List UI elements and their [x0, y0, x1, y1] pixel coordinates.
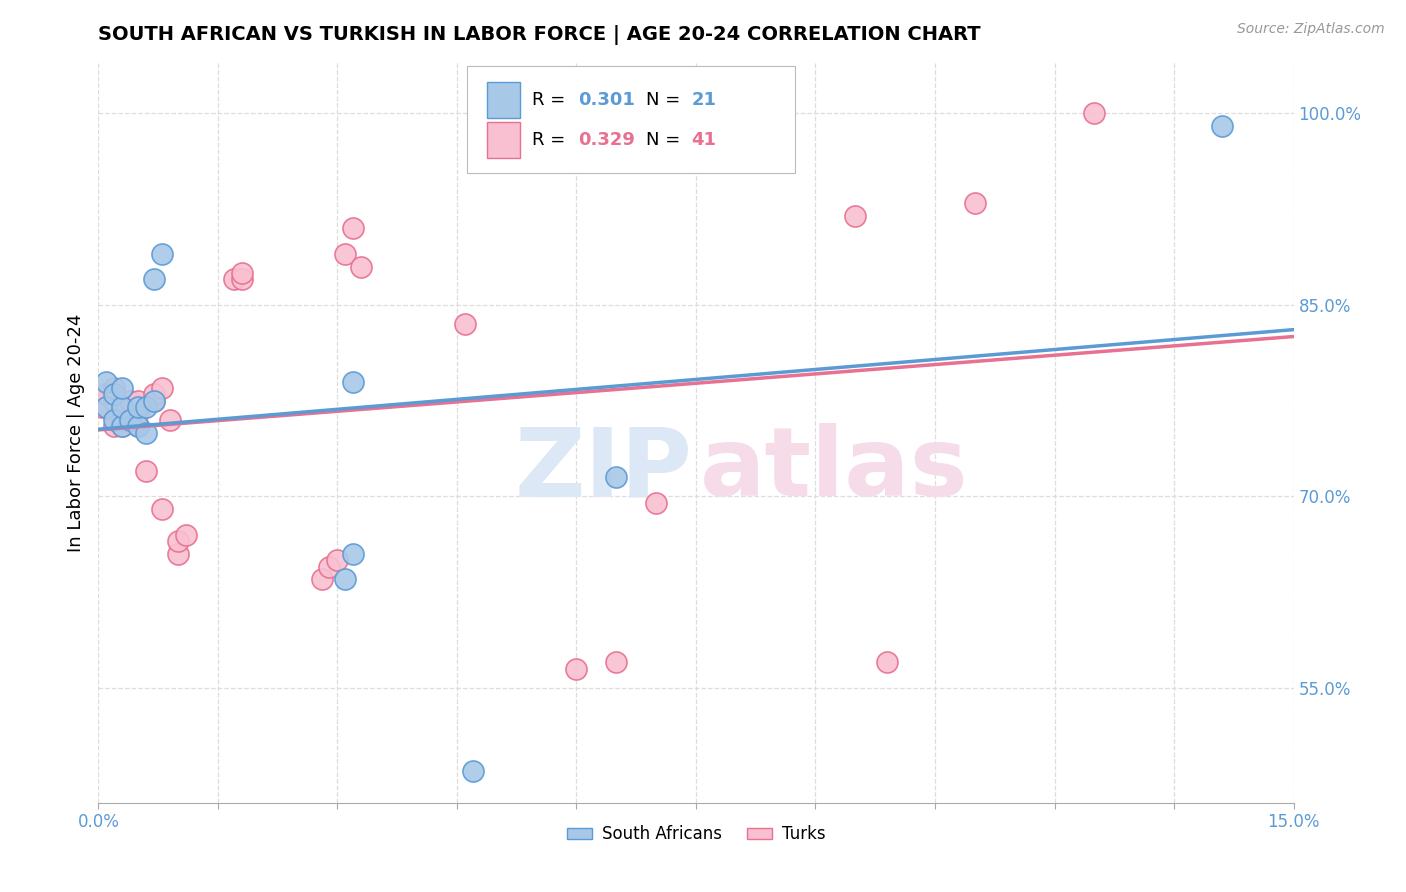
Point	[1083, 106, 1105, 120]
Point	[844, 209, 866, 223]
Point	[96, 400, 118, 414]
Text: N =: N =	[645, 131, 686, 149]
Point	[326, 553, 349, 567]
Point	[335, 573, 357, 587]
Text: Source: ZipAtlas.com: Source: ZipAtlas.com	[1237, 22, 1385, 37]
Point	[143, 393, 166, 408]
Point	[318, 559, 340, 574]
FancyBboxPatch shape	[467, 66, 796, 173]
Text: R =: R =	[533, 91, 571, 109]
Point	[111, 400, 134, 414]
Point	[231, 272, 253, 286]
FancyBboxPatch shape	[486, 122, 520, 158]
Point	[103, 381, 125, 395]
Point	[342, 375, 364, 389]
Point	[311, 573, 333, 587]
Point	[91, 400, 114, 414]
Text: R =: R =	[533, 131, 571, 149]
Point	[143, 387, 166, 401]
Point	[111, 400, 134, 414]
Point	[96, 393, 118, 408]
Point	[111, 419, 134, 434]
Text: atlas: atlas	[700, 423, 969, 516]
Point	[103, 387, 125, 401]
Text: N =: N =	[645, 91, 686, 109]
Point	[111, 419, 134, 434]
Point	[222, 272, 245, 286]
Point	[454, 317, 477, 331]
Point	[127, 419, 149, 434]
Point	[96, 400, 118, 414]
Point	[111, 413, 134, 427]
Point	[103, 413, 125, 427]
Point	[135, 464, 157, 478]
Point	[103, 393, 125, 408]
Point	[111, 381, 134, 395]
FancyBboxPatch shape	[486, 82, 520, 118]
Point	[350, 260, 373, 274]
Point	[96, 387, 118, 401]
Point	[1211, 120, 1233, 134]
Point	[876, 656, 898, 670]
Point	[605, 656, 627, 670]
Point	[159, 413, 181, 427]
Legend: South Africans, Turks: South Africans, Turks	[560, 819, 832, 850]
Text: 0.301: 0.301	[578, 91, 634, 109]
Text: 0.329: 0.329	[578, 131, 634, 149]
Point	[342, 221, 364, 235]
Text: 21: 21	[692, 91, 716, 109]
Point	[335, 247, 357, 261]
Text: ZIP: ZIP	[515, 423, 692, 516]
Point	[167, 547, 190, 561]
Point	[120, 393, 142, 408]
Point	[120, 413, 142, 427]
Point	[127, 407, 149, 421]
Point	[127, 419, 149, 434]
Point	[103, 419, 125, 434]
Point	[150, 247, 173, 261]
Point	[135, 425, 157, 440]
Y-axis label: In Labor Force | Age 20-24: In Labor Force | Age 20-24	[66, 313, 84, 552]
Point	[174, 527, 197, 541]
Point	[143, 393, 166, 408]
Text: 41: 41	[692, 131, 716, 149]
Point	[231, 266, 253, 280]
Text: SOUTH AFRICAN VS TURKISH IN LABOR FORCE | AGE 20-24 CORRELATION CHART: SOUTH AFRICAN VS TURKISH IN LABOR FORCE …	[98, 25, 981, 45]
Point	[135, 400, 157, 414]
Point	[963, 195, 986, 210]
Point	[167, 534, 190, 549]
Point	[143, 272, 166, 286]
Point	[605, 470, 627, 484]
Point	[565, 662, 588, 676]
Point	[461, 764, 484, 778]
Point	[150, 502, 173, 516]
Point	[96, 375, 118, 389]
Point	[120, 413, 142, 427]
Point	[645, 496, 668, 510]
Point	[127, 393, 149, 408]
Point	[127, 400, 149, 414]
Point	[150, 381, 173, 395]
Point	[342, 547, 364, 561]
